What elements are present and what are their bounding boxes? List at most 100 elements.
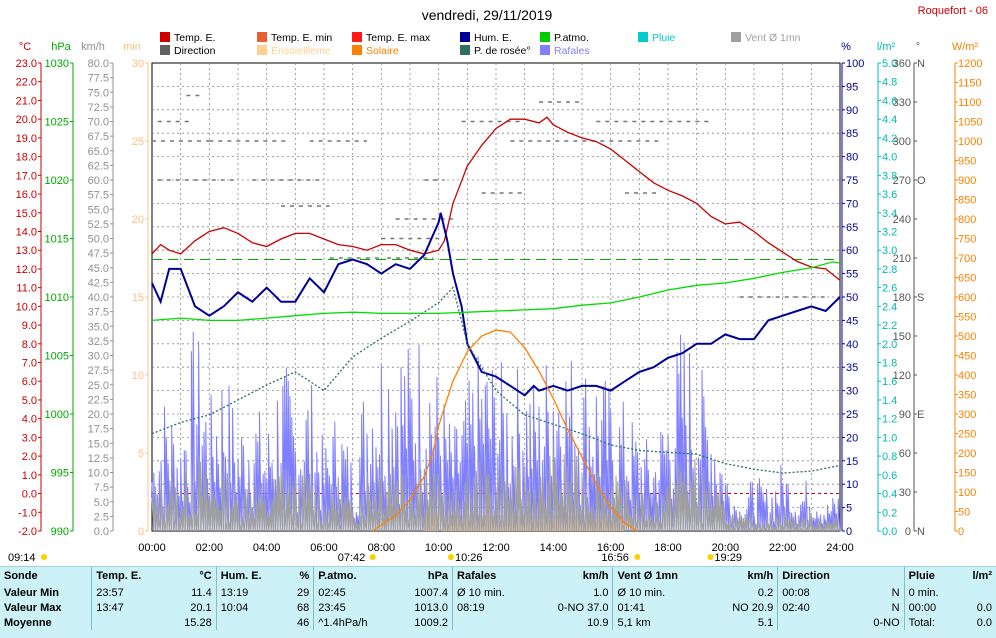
legend-item: Solaire <box>352 45 399 57</box>
hum-axis-label: 45 <box>846 315 858 327</box>
stats-cell-value: 5.1 <box>757 616 774 629</box>
temp-axis-label: 23.0 <box>16 58 37 70</box>
solar-axis-label: 950 <box>958 156 976 168</box>
dir-axis-label: 210 <box>893 253 911 265</box>
temp-axis-label: 7.0 <box>22 358 37 370</box>
wind-axis-label: 42.5 <box>88 277 109 289</box>
rain-axis-label: 1.0 <box>882 432 897 444</box>
rain-axis-label: 0.0 <box>882 526 897 538</box>
stats-row: Valeur Max 13:47 20.1 10:04 68 23:45 1013.0 08:… <box>0 600 996 615</box>
wind-axis-label: 60.0 <box>88 175 109 187</box>
legend-label: Rafales <box>554 45 590 57</box>
stats-cell-value: 11.4 <box>191 586 212 599</box>
stats-cell-time: 08:19 <box>452 600 531 615</box>
sun-marker-label: 09:14 <box>8 552 36 564</box>
hum-axis-label: 15 <box>846 456 858 468</box>
wind-axis-label: 57.5 <box>88 190 109 202</box>
wind-axis-label: 62.5 <box>88 160 109 172</box>
stats-cell-value: 0.2 <box>757 586 774 599</box>
legend-item: Temp. E. min <box>257 32 332 44</box>
stats-cell-time: 0 min. <box>903 585 958 600</box>
legend-swatch <box>257 45 267 55</box>
stats-cell-time: Ø 10 min. <box>612 585 709 600</box>
temp-axis-label: -1.0 <box>18 507 37 519</box>
stats-cell-time: 23:45 <box>313 600 394 615</box>
stats-cell-time: ^1.4hPa/h <box>313 615 394 630</box>
hum-axis-label: 40 <box>846 339 858 351</box>
chart-axes: 00:00 02:00 04:00 06:00 08:00 10:00 12:00 14:00… <box>16 58 983 554</box>
temp-axis-label: 8.0 <box>22 339 37 351</box>
stats-cell-time: 13:47 <box>91 600 167 615</box>
wind-axis-label: 70.0 <box>88 117 109 129</box>
unit-press: hPa <box>51 41 71 53</box>
temp-axis-label: 9.0 <box>22 320 37 332</box>
hum-axis-label: 95 <box>846 81 858 93</box>
rain-axis-label: 3.8 <box>882 170 897 182</box>
unit-dir: ° <box>916 41 920 53</box>
legend-item: Direction <box>160 45 215 57</box>
stats-cell-time <box>215 615 285 630</box>
solar-axis-label: 200 <box>958 448 976 460</box>
rain-axis-label: 3.4 <box>882 208 897 220</box>
legend-item: Temp. E. max <box>352 32 430 44</box>
dir-axis-label: 360 <box>893 58 911 70</box>
station-name: Roquefort - 06 <box>918 5 988 17</box>
stats-header-label: Vent Ø 1mn <box>612 567 709 585</box>
rain-axis-label: 0.6 <box>882 470 897 482</box>
temp-axis-label: 10.0 <box>16 301 37 313</box>
rain-axis-label: 1.8 <box>882 358 897 370</box>
stats-header-unit: % <box>299 570 310 582</box>
stats-header-unit <box>856 567 904 585</box>
wind-axis-label: 32.5 <box>88 336 109 348</box>
wind-axis-label: 77.5 <box>88 73 109 85</box>
temp-axis-label: 14.0 <box>16 226 37 238</box>
stats-cell-value: 0-NO 37.0 <box>557 601 609 614</box>
dir-cardinal-label: S <box>917 292 924 304</box>
temp-axis-label: 15.0 <box>16 208 37 220</box>
wind-axis-label: 75.0 <box>88 87 109 99</box>
legend-label: Temp. E. min <box>271 32 333 44</box>
press-axis-label: 1015 <box>45 234 69 246</box>
solar-axis-label: 650 <box>958 273 976 285</box>
minutes-axis-label: 25 <box>132 136 144 148</box>
stats-header-label: Pluie <box>903 567 958 585</box>
stats-cell-value: 15.28 <box>184 616 212 629</box>
stats-header-unit: °C <box>199 570 212 582</box>
temp-axis-label: 20.0 <box>16 114 37 126</box>
stats-cell-time: 13:19 <box>215 585 285 600</box>
stats-row-label: Valeur Min <box>4 586 60 599</box>
wind-axis-label: 2.5 <box>94 511 109 523</box>
stats-cell-time: 23:57 <box>91 585 167 600</box>
solar-axis-label: 550 <box>958 312 976 324</box>
sun-marker-dot <box>707 554 714 560</box>
rain-axis-label: 4.0 <box>882 152 897 164</box>
legend-item: Pluie <box>638 32 675 44</box>
dir-axis-label: 90 <box>899 409 911 421</box>
rain-axis-label: 2.2 <box>882 320 897 332</box>
sun-markers: 09:14 07:42 10:26 16:56 19:29 <box>8 552 742 564</box>
hum-axis-label: 55 <box>846 269 858 281</box>
x-tick-label: 10:00 <box>425 542 453 554</box>
wind-axis-label: 30.0 <box>88 351 109 363</box>
dir-axis-label: 180 <box>893 292 911 304</box>
dir-axis-label: 330 <box>893 97 911 109</box>
legend-label: Temp. E. <box>174 32 216 44</box>
wind-axis-label: 22.5 <box>88 394 109 406</box>
legend-label: P.atmo. <box>554 32 589 44</box>
legend-swatch <box>540 45 550 55</box>
stats-row-label: Valeur Max <box>4 601 62 614</box>
hum-axis-label: 20 <box>846 432 858 444</box>
hum-axis-label: 0 <box>846 526 852 538</box>
temp-axis-label: 0.0 <box>22 489 37 501</box>
solar-axis-label: 1000 <box>958 136 982 148</box>
legend-label: Pluie <box>652 32 676 44</box>
temp-axis-label: 13.0 <box>16 245 37 257</box>
axis-units: °C hPa km/h min% l/m² ° W/m² <box>19 41 979 53</box>
temp-axis-label: 11.0 <box>16 283 37 295</box>
legend-swatch <box>540 32 550 42</box>
legend-swatch <box>352 45 362 55</box>
minutes-axis-label: 20 <box>132 214 144 226</box>
minutes-axis-label: 5 <box>138 448 144 460</box>
legend-swatch <box>160 45 170 55</box>
stats-panel: Sonde Temp. E. °C Hum. E.% P.atmo. hPa Rafales… <box>0 566 996 638</box>
